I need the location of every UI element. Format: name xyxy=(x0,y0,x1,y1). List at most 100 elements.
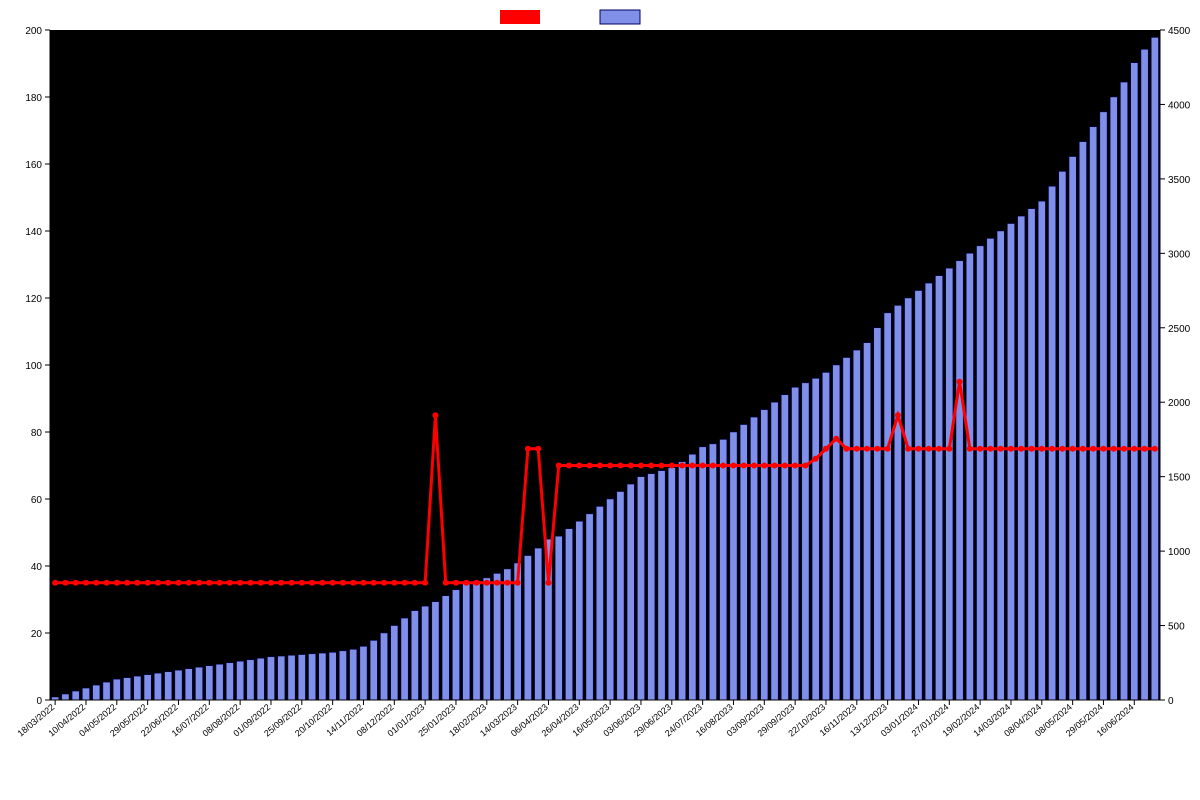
line-marker xyxy=(1070,446,1076,452)
bar xyxy=(905,298,912,700)
line-marker xyxy=(1080,446,1086,452)
bar xyxy=(247,660,254,700)
y-left-label: 80 xyxy=(31,428,43,439)
line-marker xyxy=(1018,446,1024,452)
line-marker xyxy=(617,463,623,469)
bar xyxy=(1110,97,1117,700)
bar xyxy=(360,646,367,700)
y-right-label: 1500 xyxy=(1168,473,1191,484)
line-marker xyxy=(1008,446,1014,452)
bar xyxy=(134,676,141,700)
line-marker xyxy=(751,463,757,469)
line-marker xyxy=(268,580,274,586)
line-marker xyxy=(104,580,110,586)
bar xyxy=(535,548,542,700)
bar xyxy=(946,268,953,700)
bar xyxy=(565,529,572,700)
bar xyxy=(504,569,511,700)
line-marker xyxy=(689,463,695,469)
line-marker xyxy=(587,463,593,469)
bar xyxy=(1100,112,1107,700)
y-right-label: 4500 xyxy=(1168,26,1191,37)
bar xyxy=(997,231,1004,700)
bar xyxy=(987,238,994,700)
bar xyxy=(812,378,819,700)
line-marker xyxy=(1111,446,1117,452)
bar xyxy=(216,664,223,700)
bar xyxy=(62,694,69,700)
bar xyxy=(391,626,398,700)
line-marker xyxy=(720,463,726,469)
line-marker xyxy=(946,446,952,452)
line-marker xyxy=(319,580,325,586)
line-marker xyxy=(330,580,336,586)
bar xyxy=(956,261,963,700)
bar xyxy=(1141,49,1148,700)
bar xyxy=(308,654,315,700)
bar xyxy=(350,649,357,700)
y-right-label: 500 xyxy=(1168,622,1185,633)
line-marker xyxy=(1121,446,1127,452)
line-marker xyxy=(967,446,973,452)
line-marker xyxy=(1100,446,1106,452)
line-marker xyxy=(535,446,541,452)
bar xyxy=(432,602,439,700)
y-left-label: 60 xyxy=(31,495,43,506)
line-marker xyxy=(576,463,582,469)
bar xyxy=(1018,216,1025,700)
bar xyxy=(617,492,624,700)
line-marker xyxy=(474,580,480,586)
bar xyxy=(781,395,788,700)
bar xyxy=(123,678,130,700)
line-marker xyxy=(1039,446,1045,452)
bar xyxy=(185,669,192,700)
bar xyxy=(802,383,809,700)
bar xyxy=(863,343,870,700)
line-marker xyxy=(761,463,767,469)
line-marker xyxy=(165,580,171,586)
bar xyxy=(175,670,182,700)
line-marker xyxy=(895,412,901,418)
y-right-label: 2000 xyxy=(1168,398,1191,409)
bar xyxy=(977,246,984,700)
y-right-label: 1000 xyxy=(1168,547,1191,558)
bar xyxy=(730,432,737,700)
line-marker xyxy=(987,446,993,452)
bar xyxy=(884,313,891,700)
bar xyxy=(267,657,274,700)
bar xyxy=(771,402,778,700)
bar xyxy=(473,581,480,700)
bar xyxy=(1151,37,1158,700)
line-marker xyxy=(247,580,253,586)
bar xyxy=(401,618,408,700)
line-marker xyxy=(1090,446,1096,452)
bar xyxy=(319,653,326,700)
line-marker xyxy=(556,463,562,469)
line-marker xyxy=(833,436,839,442)
line-marker xyxy=(874,446,880,452)
line-marker xyxy=(289,580,295,586)
bar xyxy=(442,596,449,700)
bar xyxy=(1079,142,1086,700)
line-marker xyxy=(730,463,736,469)
line-marker xyxy=(926,446,932,452)
bar xyxy=(422,606,429,700)
line-marker xyxy=(134,580,140,586)
bar xyxy=(237,661,244,700)
bar xyxy=(1131,63,1138,700)
line-marker xyxy=(412,580,418,586)
y-right-label: 2500 xyxy=(1168,324,1191,335)
bar xyxy=(339,651,346,700)
line-marker xyxy=(782,463,788,469)
line-marker xyxy=(186,580,192,586)
line-marker xyxy=(52,580,58,586)
bar xyxy=(699,447,706,700)
line-marker xyxy=(525,446,531,452)
bar xyxy=(72,691,79,700)
bar xyxy=(483,578,490,700)
line-marker xyxy=(494,580,500,586)
y-left-label: 200 xyxy=(25,26,42,37)
bar xyxy=(103,682,110,700)
bar xyxy=(637,477,644,700)
line-marker xyxy=(206,580,212,586)
